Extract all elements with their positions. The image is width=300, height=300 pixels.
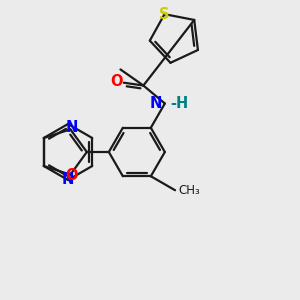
Text: O: O	[110, 74, 123, 89]
Text: S: S	[159, 7, 170, 22]
Text: N: N	[149, 96, 162, 111]
Text: O: O	[65, 168, 78, 183]
Text: N: N	[65, 120, 78, 135]
Text: -H: -H	[170, 96, 188, 111]
Text: N: N	[62, 172, 74, 188]
Text: CH₃: CH₃	[178, 184, 200, 197]
